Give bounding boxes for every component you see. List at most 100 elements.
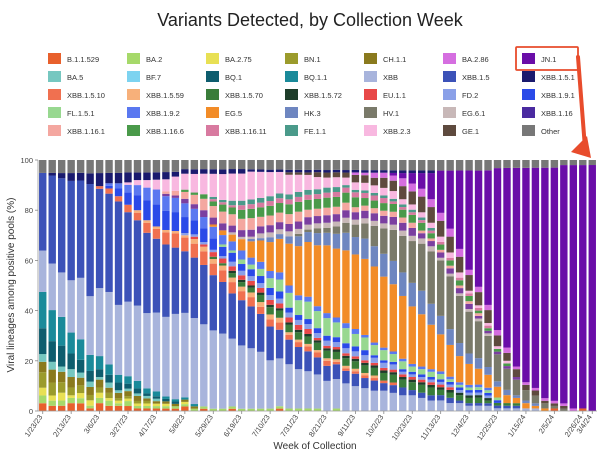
bar-segment-other (484, 160, 492, 171)
bar-segment-jn-1 (418, 173, 426, 189)
bar-segment-bq-1-1 (86, 354, 94, 371)
bar-segment-bq-1-1 (124, 376, 132, 384)
bar-segment-xbb-1-16-6 (190, 192, 199, 195)
bar-segment-ge-1 (285, 172, 293, 175)
bar-segment-bq-1 (162, 398, 170, 402)
legend-item-xbb-1-5-70: XBB.1.5.70 (206, 89, 263, 100)
bar-segment-xbb-1-5 (361, 378, 369, 389)
x-tick-label: 9/11/23 (336, 413, 357, 438)
bar-segment-ge-1 (408, 191, 416, 205)
bar-segment-xbb-1-5-70 (351, 361, 360, 369)
legend-label: GE.1 (462, 127, 479, 136)
bar-segment-xbb-2-3 (361, 182, 369, 191)
bar-segment-xbb-1-5-70 (465, 397, 473, 404)
bar-segment-ba-5 (57, 366, 66, 372)
bar-segment-xbb-1-5 (465, 403, 473, 406)
bar-segment-xbb-1-5-10 (247, 297, 255, 307)
bar-segment-ba-5 (76, 372, 85, 378)
bar-segment-xbb-2-3 (133, 180, 142, 186)
bar-segment-fl-1-5-1 (446, 379, 454, 382)
bar-segment-xbb-2-3 (238, 173, 246, 201)
legend-item-xbb-1-5-72: XBB.1.5.72 (285, 89, 342, 100)
bar-segment-xbb-1-5-10 (380, 380, 388, 384)
bar-segment-ge-1 (342, 172, 350, 178)
bar-segment-xbb-1-9-2 (105, 183, 113, 186)
legend-label: XBB.1.5.1 (541, 73, 575, 82)
bar-segment-xbb-2-3 (455, 272, 464, 278)
bar-segment-xbb-1-16-1 (171, 190, 180, 196)
bar-segment-ba-5 (143, 395, 151, 399)
bar-segment-xbb-1-5-1 (408, 170, 416, 174)
bar-segment-b-1-1-529 (579, 408, 587, 411)
bar-segment-xbb-1-16-11 (313, 194, 322, 199)
bar-segment-xbb (285, 364, 293, 409)
bar-segment-xbb-1-5-70 (323, 350, 331, 359)
x-tick-label: 1/23/23 (23, 413, 45, 439)
bar-segment-hk-3 (285, 236, 293, 244)
bar-segment-xbb-1-5 (124, 212, 132, 302)
bar-segment-ch-1-1 (152, 401, 161, 404)
bar-segment-xbb-1-9-2 (304, 296, 312, 302)
bar-segment-xbb (484, 405, 492, 411)
bar-segment-xbb-1-16-11 (247, 204, 255, 209)
bar-segment-hv-1 (512, 379, 521, 396)
bar-segment-xbb-1-5-72 (380, 370, 388, 373)
legend-label: BN.1 (304, 55, 321, 64)
legend-item-xbb-1-9-1: XBB.1.9.1 (522, 89, 575, 100)
bar-segment-xbb-1-16-1 (238, 218, 246, 231)
bar-segment-jn-1 (474, 170, 483, 287)
bar-segment-eu-1-1 (200, 244, 208, 247)
bar-segment-xbb-1-9-1 (124, 192, 132, 205)
bar-segment-xbb-1-16-6 (342, 192, 350, 203)
bar-segment-ba-2-75 (105, 398, 113, 401)
legend-swatch (364, 107, 377, 118)
bar-segment-eg-6-1 (332, 221, 341, 227)
bar-segment-hv-1 (436, 260, 445, 316)
bar-segment-xbb-1-16-11 (389, 201, 397, 204)
highlight-arrow-head (571, 136, 591, 158)
bar-segment-jn-1 (399, 173, 407, 179)
bar-segment-ba-2-86 (531, 387, 540, 391)
bar-segment-fd-2 (484, 395, 492, 399)
bar-segment-xbb-1-16-1 (200, 198, 208, 211)
legend-swatch (48, 125, 61, 136)
bar-segment-xbb-1-9-1 (455, 387, 464, 391)
bar-segment-ba-2-75 (124, 398, 132, 402)
bar-segment-b-1-1-529 (171, 408, 180, 411)
bar-segment-hv-1 (474, 321, 483, 359)
bar-segment-xbb-1-16-6 (266, 205, 274, 216)
bar-segment-fe-1-1 (294, 191, 303, 197)
bar-segment-fd-2 (465, 392, 473, 396)
legend-label: XBB.1.9.2 (146, 109, 180, 118)
bar-segment-xbb-1-16-11 (370, 195, 379, 201)
bar-segment-xbb-1-16-1 (181, 191, 189, 199)
bar-segment-xbb (105, 291, 113, 365)
bar-segment-xbb-1-9-1 (266, 287, 274, 296)
bar-segment-other (143, 160, 151, 173)
bar-segment-fd-2 (181, 233, 189, 236)
bar-segment-xbb (219, 333, 227, 409)
bar-segment-xbb-1-9-2 (474, 384, 483, 388)
bar-segment-ch-1-1 (57, 371, 66, 383)
bar-segment-bn-1 (95, 387, 104, 393)
bar-segment-jn-1 (427, 173, 435, 200)
bar-segment-xbb-1-16-6 (219, 204, 227, 212)
bar-segment-other (427, 160, 435, 171)
bar-segment-xbb-1-5-59 (304, 343, 312, 347)
bar-segment-xbb-1-5-10 (152, 228, 161, 239)
bar-segment-xbb-1-16 (294, 221, 303, 229)
bar-segment-b-1-1-529 (39, 403, 47, 411)
bar-segment-bn-1 (48, 382, 56, 396)
bar-segment-eg-6-1 (418, 238, 426, 244)
bar-segment-xbb-1-5 (389, 385, 397, 393)
legend-swatch (48, 89, 61, 100)
bar-segment-eg-5 (285, 243, 293, 286)
legend-swatch (285, 125, 298, 136)
bar-segment-ba-2-86 (418, 188, 426, 197)
bar-segment-xbb-1-9-2 (418, 366, 426, 370)
bar-segment-xbb-1-5-10 (323, 360, 331, 366)
bar-segment-xbb-1-16-11 (446, 257, 454, 261)
bar-segment-xbb-1-16-11 (436, 241, 445, 245)
bar-segment-xbb-1-5 (351, 373, 360, 387)
x-tick-label: 12/4/23 (449, 413, 471, 439)
